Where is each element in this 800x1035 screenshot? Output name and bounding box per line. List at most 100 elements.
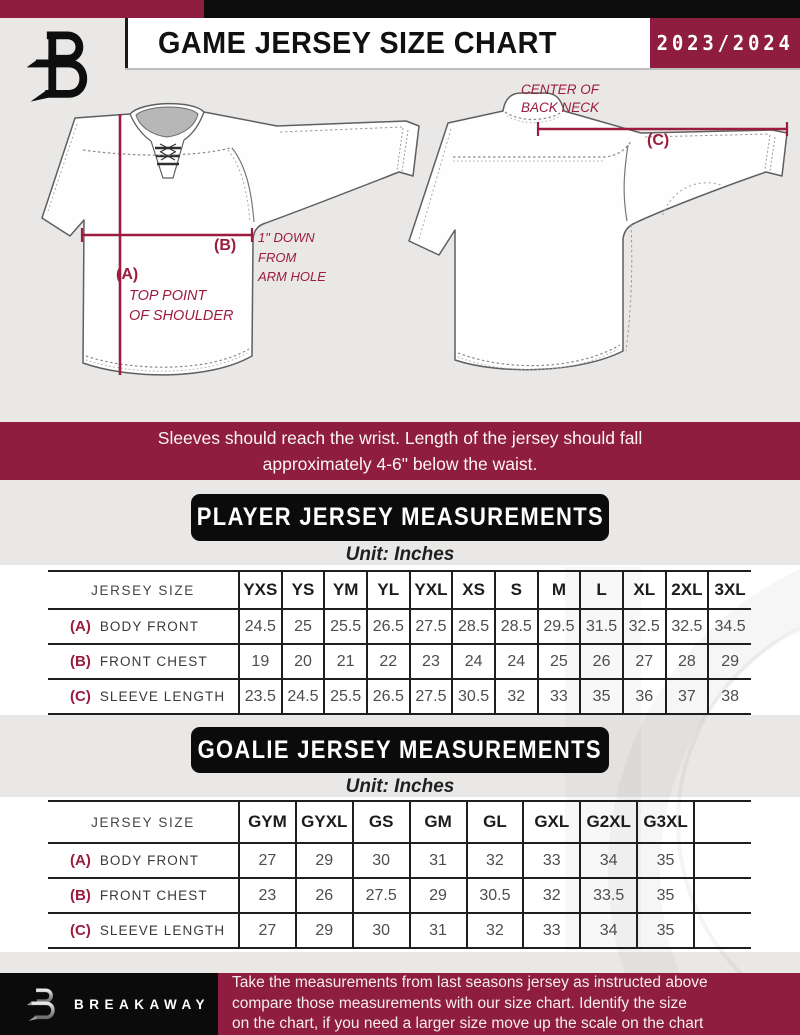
value-cell: 35 (636, 842, 694, 879)
value-cell: 23 (408, 643, 453, 680)
value-cell: 30 (351, 912, 410, 949)
value-cell: 30.5 (451, 678, 495, 715)
size-header-cell: M (536, 570, 581, 610)
row-key: (C) (70, 687, 91, 705)
row-key: (A) (70, 617, 91, 635)
value-cell: 29 (294, 912, 353, 949)
value-cell: 30.5 (465, 877, 524, 914)
value-cell: 29.5 (536, 608, 581, 645)
goalie-banner-label: GOALIE JERSEY MEASUREMENTS (197, 735, 603, 764)
value-cell: 26 (579, 643, 623, 680)
player-size-table: JERSEY SIZE YXS YS YM YL YXL XS S M L XL… (48, 570, 751, 715)
empty-header-cell (693, 800, 751, 844)
value-cell: 37 (664, 678, 709, 715)
value-cell: 32 (522, 877, 581, 914)
jersey-size-header: JERSEY SIZE (48, 570, 239, 610)
player-banner-label: PLAYER JERSEY MEASUREMENTS (196, 503, 604, 531)
empty-value-cell (693, 912, 751, 949)
value-cell: 26.5 (365, 608, 410, 645)
value-cell: 32 (465, 842, 524, 879)
jersey-front-diagram (41, 102, 420, 376)
size-header-cell: YXL (408, 570, 453, 610)
value-cell: 27.5 (408, 608, 453, 645)
value-cell: 23 (238, 877, 296, 914)
footer-note: Take the measurements from last seasons … (232, 974, 708, 1033)
value-cell: 27.5 (408, 678, 453, 715)
size-header-cell: GYXL (294, 800, 353, 844)
value-cell: 29 (707, 643, 751, 680)
center-back-neck-note: CENTER OF BACK NECK (520, 82, 600, 116)
season-block: 2023/2024 (650, 18, 800, 68)
table-header-row: JERSEY SIZE YXS YS YM YL YXL XS S M L XL… (48, 570, 751, 610)
table-header-row: JERSEY SIZE GYM GYXL GS GM GL GXL G2XL G… (48, 800, 751, 844)
goalie-size-table: JERSEY SIZE GYM GYXL GS GM GL GXL G2XL G… (48, 800, 751, 949)
footer-brand-block: BREAKAWAY (0, 973, 218, 1035)
empty-value-cell (693, 842, 751, 879)
measure-line-c (536, 122, 789, 136)
value-cell: 28.5 (493, 608, 538, 645)
title-bar: GAME JERSEY SIZE CHART (125, 18, 650, 68)
value-cell: 31 (408, 842, 467, 879)
season-label: 2023/2024 (656, 31, 794, 55)
size-header-cell: GL (465, 800, 524, 844)
player-section-banner: PLAYER JERSEY MEASUREMENTS (191, 494, 609, 541)
size-header-cell: 2XL (664, 570, 709, 610)
row-label: FRONT CHEST (99, 887, 208, 903)
value-cell: 24 (493, 643, 538, 680)
row-key: (B) (70, 652, 91, 670)
table-row: (A) BODY FRONT 24.5 25 25.5 26.5 27.5 28.… (48, 608, 751, 645)
value-cell: 27.5 (351, 877, 410, 914)
table-row: (C) SLEEVE LENGTH 27 29 30 31 32 33 34 35 (48, 912, 751, 949)
breakaway-logo-icon (26, 31, 88, 102)
shoulder-note: TOP POINT OF SHOULDER (129, 288, 234, 325)
size-header-cell: YS (280, 570, 325, 610)
value-cell: 20 (280, 643, 325, 680)
value-cell: 35 (636, 912, 694, 949)
value-cell: 38 (707, 678, 751, 715)
size-header-cell: YXS (238, 570, 282, 610)
table-row: (A) BODY FRONT 27 29 30 31 32 33 34 35 (48, 842, 751, 879)
breakaway-logo-icon-small (26, 988, 55, 1021)
value-cell: 28 (664, 643, 709, 680)
page-title: GAME JERSEY SIZE CHART (158, 25, 557, 60)
footer-note-block: Take the measurements from last seasons … (218, 973, 800, 1035)
value-cell: 32 (465, 912, 524, 949)
size-header-cell: L (579, 570, 623, 610)
fit-instruction-banner: Sleeves should reach the wrist. Length o… (0, 422, 800, 480)
value-cell: 28.5 (451, 608, 495, 645)
size-header-cell: XS (451, 570, 495, 610)
value-cell: 33 (522, 912, 581, 949)
value-cell: 33 (536, 678, 581, 715)
value-cell: 34 (579, 842, 638, 879)
lace-detail (155, 143, 181, 166)
size-header-cell: GXL (522, 800, 581, 844)
row-label: FRONT CHEST (99, 653, 208, 669)
header-divider (125, 68, 800, 70)
value-cell: 32 (493, 678, 538, 715)
table-row: (C) SLEEVE LENGTH 23.5 24.5 25.5 26.5 27.… (48, 678, 751, 715)
row-label: BODY FRONT (99, 618, 200, 634)
value-cell: 36 (621, 678, 666, 715)
value-cell: 25.5 (323, 678, 367, 715)
table-row: (B) FRONT CHEST 19 20 21 22 23 24 24 25 2… (48, 643, 751, 680)
value-cell: 31 (408, 912, 467, 949)
row-label: BODY FRONT (99, 852, 200, 868)
brand-name: BREAKAWAY (74, 996, 211, 1012)
row-label: SLEEVE LENGTH (99, 922, 226, 938)
value-cell: 25 (536, 643, 581, 680)
value-cell: 23.5 (238, 678, 282, 715)
value-cell: 26 (294, 877, 353, 914)
value-cell: 33 (522, 842, 581, 879)
jersey-size-header: JERSEY SIZE (48, 800, 239, 844)
value-cell: 26.5 (365, 678, 410, 715)
value-cell: 34 (579, 912, 638, 949)
measure-label-b: (B) (214, 237, 237, 254)
jersey-back-diagram (408, 92, 789, 371)
value-cell: 27 (621, 643, 666, 680)
value-cell: 32.5 (621, 608, 666, 645)
measure-label-c: (C) (647, 132, 670, 149)
value-cell: 21 (323, 643, 367, 680)
measure-label-a: (A) (116, 266, 139, 283)
armhole-note: 1" DOWN FROM ARM HOLE (258, 230, 326, 284)
